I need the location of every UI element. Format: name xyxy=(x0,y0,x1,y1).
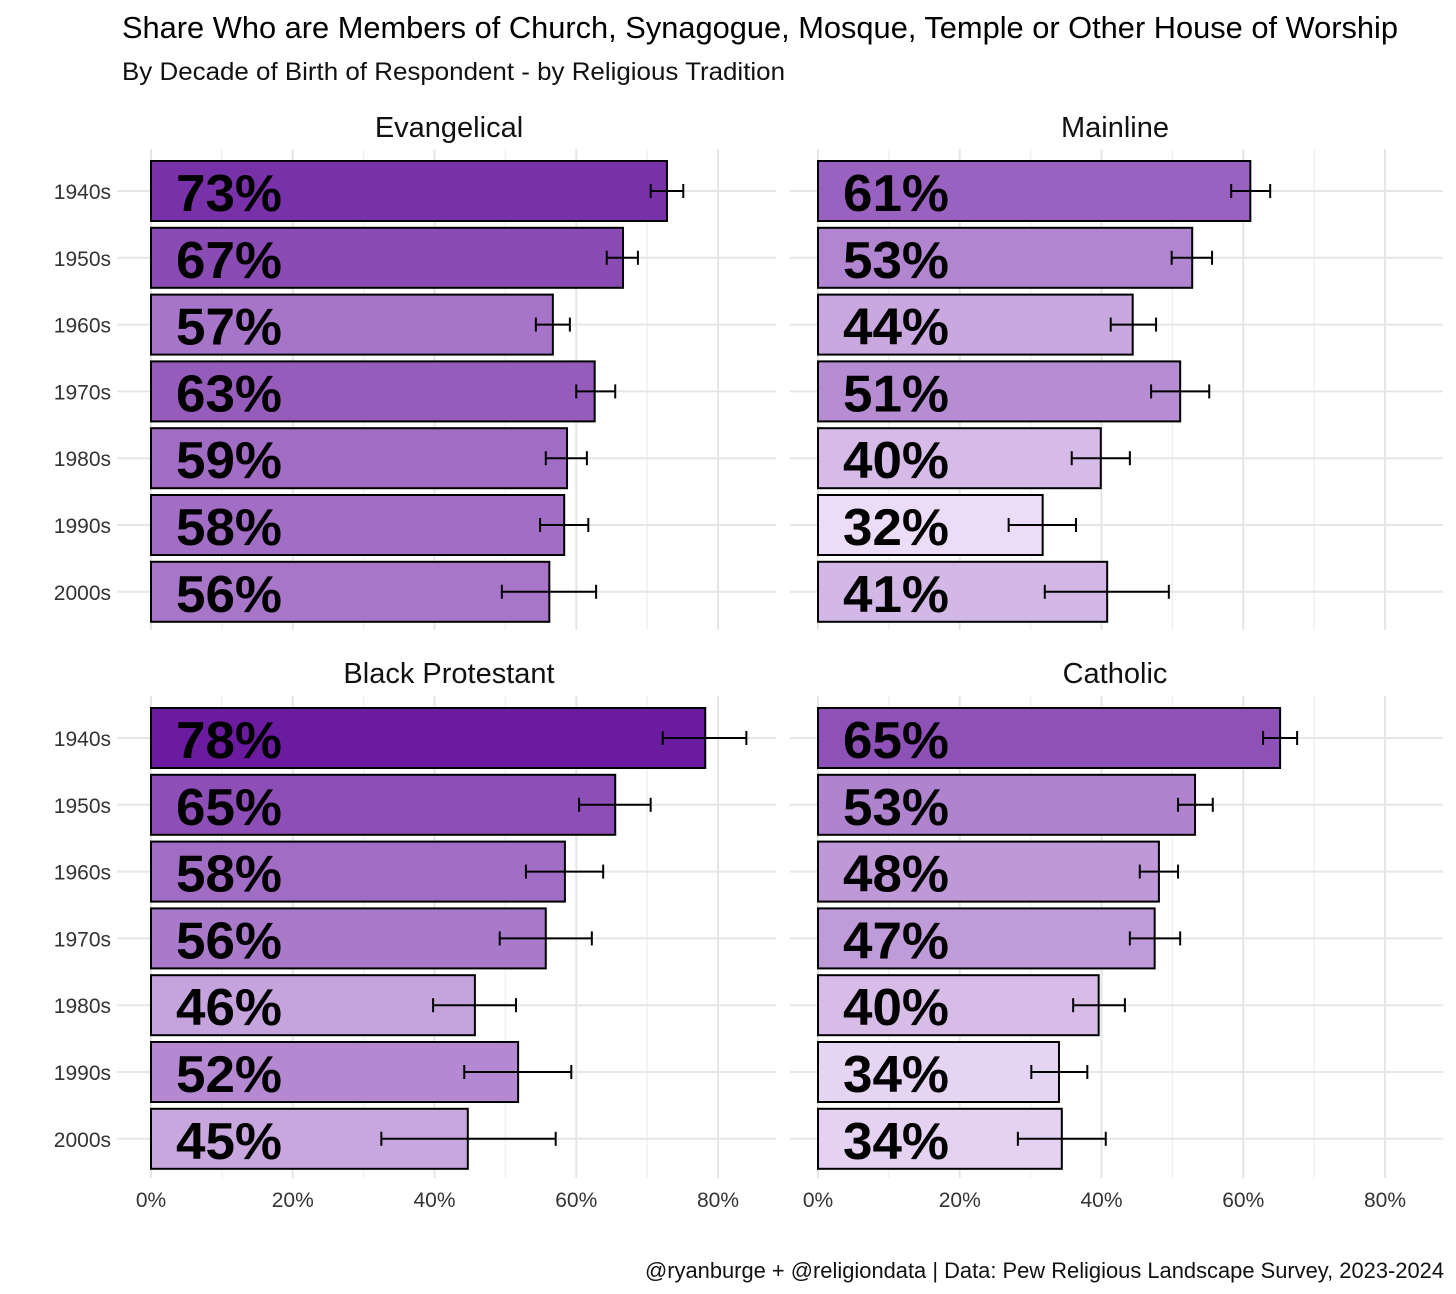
bar xyxy=(150,226,625,289)
data-label: 63% xyxy=(176,365,282,423)
x-tick-label: 40% xyxy=(413,1189,455,1212)
data-label: 46% xyxy=(176,979,282,1037)
x-tick-label: 80% xyxy=(1364,1189,1406,1212)
panel-black-protestant: Black Protestant 78% 1940s 65% 1950s 58% 1960s… xyxy=(54,658,776,1212)
bar xyxy=(817,427,1102,490)
y-tick-label: 1950s xyxy=(54,248,111,271)
data-label: 51% xyxy=(843,365,949,423)
data-label: 48% xyxy=(843,846,949,904)
data-label: 41% xyxy=(843,566,949,624)
data-label: 40% xyxy=(843,979,949,1037)
data-label: 47% xyxy=(843,912,949,970)
bar xyxy=(150,840,566,903)
data-label: 40% xyxy=(843,432,949,490)
chart-subtitle: By Decade of Birth of Respondent - by Re… xyxy=(122,58,785,86)
bar xyxy=(817,840,1160,903)
bar xyxy=(817,160,1252,222)
facet-title: Black Protestant xyxy=(343,658,554,690)
bar xyxy=(817,773,1197,836)
x-tick-label: 0% xyxy=(803,1189,833,1212)
data-label: 65% xyxy=(843,712,949,770)
y-tick-label: 2000s xyxy=(54,582,111,605)
data-label: 32% xyxy=(843,499,949,557)
panel-evangelical: Evangelical 73% 1940s 67% 1950s 57% 1960s 63% 19… xyxy=(54,112,776,630)
data-label: 58% xyxy=(176,499,282,557)
data-label: 58% xyxy=(176,846,282,904)
y-tick-label: 1940s xyxy=(54,181,111,204)
y-tick-label: 1960s xyxy=(54,315,111,338)
y-tick-label: 1990s xyxy=(54,1062,111,1085)
bar xyxy=(817,293,1134,356)
facet-title: Catholic xyxy=(1063,658,1168,690)
data-label: 56% xyxy=(176,566,282,624)
facet-title: Mainline xyxy=(1061,112,1169,144)
y-tick-label: 1950s xyxy=(54,795,111,818)
bar xyxy=(817,226,1194,289)
bar xyxy=(150,560,551,623)
bar xyxy=(150,974,476,1037)
x-tick-label: 60% xyxy=(1222,1189,1264,1212)
panel-mainline: Mainline 61% 53% 44% 51% 40% 32% 41% xyxy=(790,112,1443,630)
x-tick-label: 80% xyxy=(697,1189,739,1212)
y-tick-label: 2000s xyxy=(54,1129,111,1152)
x-tick-label: 20% xyxy=(272,1189,314,1212)
bar xyxy=(817,907,1156,970)
bar xyxy=(150,360,596,423)
bar xyxy=(817,707,1282,769)
data-label: 61% xyxy=(843,165,949,223)
data-label: 53% xyxy=(843,232,949,290)
bar xyxy=(817,974,1100,1037)
y-tick-label: 1990s xyxy=(54,515,111,538)
data-label: 45% xyxy=(176,1113,282,1171)
data-label: 67% xyxy=(176,232,282,290)
bar xyxy=(150,160,668,222)
x-tick-label: 0% xyxy=(136,1189,166,1212)
bar xyxy=(150,707,707,769)
x-tick-label: 60% xyxy=(555,1189,597,1212)
chart-title: Share Who are Members of Church, Synagog… xyxy=(122,10,1398,45)
chart-caption: @ryanburge + @religiondata | Data: Pew R… xyxy=(645,1258,1444,1283)
bar xyxy=(150,907,547,970)
y-tick-label: 1970s xyxy=(54,928,111,951)
data-label: 56% xyxy=(176,912,282,970)
data-label: 34% xyxy=(843,1046,949,1104)
data-label: 34% xyxy=(843,1113,949,1171)
data-label: 53% xyxy=(843,779,949,837)
data-label: 73% xyxy=(176,165,282,223)
y-tick-label: 1980s xyxy=(54,995,111,1018)
data-label: 52% xyxy=(176,1046,282,1104)
data-label: 78% xyxy=(176,712,282,770)
y-tick-label: 1940s xyxy=(54,728,111,751)
y-tick-label: 1980s xyxy=(54,448,111,471)
data-label: 57% xyxy=(176,299,282,357)
y-tick-label: 1970s xyxy=(54,381,111,404)
bar xyxy=(817,1041,1060,1103)
x-tick-label: 40% xyxy=(1080,1189,1122,1212)
bar xyxy=(150,293,554,356)
x-tick-label: 20% xyxy=(939,1189,981,1212)
y-tick-label: 1960s xyxy=(54,862,111,885)
bar xyxy=(150,427,569,490)
data-label: 59% xyxy=(176,432,282,490)
panel-catholic: Catholic 65% 53% 48% 47% 40% 34% 34% 0% 20% 40% 60%… xyxy=(790,658,1443,1212)
data-label: 65% xyxy=(176,779,282,837)
facet-title: Evangelical xyxy=(375,112,523,144)
data-label: 44% xyxy=(843,299,949,357)
